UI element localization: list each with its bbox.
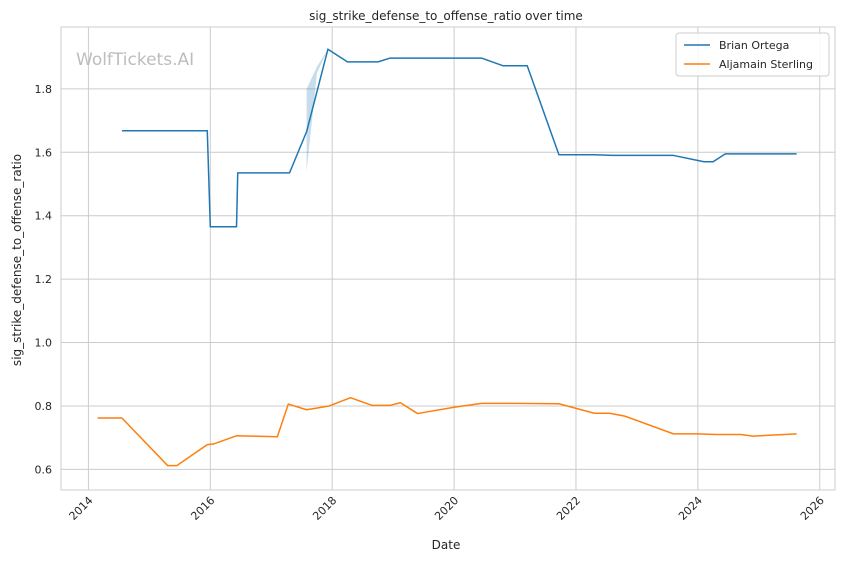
legend-box xyxy=(675,32,830,77)
legend-label-aljamain-sterling: Aljamain Sterling xyxy=(719,58,813,71)
watermark: WolfTickets.AI xyxy=(76,50,194,70)
y-tick-label: 1.4 xyxy=(35,210,53,223)
y-tick-label: 1.2 xyxy=(35,273,53,286)
y-axis-ticks: 0.6 0.8 1.0 1.2 1.4 1.6 1.8 xyxy=(35,83,53,477)
chart-title: sig_strike_defense_to_offense_ratio over… xyxy=(309,9,583,23)
plot-frame xyxy=(60,26,836,491)
x-axis-label: Date xyxy=(432,538,461,552)
legend: Brian Ortega Aljamain Sterling xyxy=(675,32,830,77)
y-tick-label: 0.6 xyxy=(35,463,53,476)
grid xyxy=(61,27,835,490)
confidence-band-area xyxy=(306,49,328,172)
series-lines xyxy=(97,48,797,467)
y-tick-label: 1.6 xyxy=(35,146,53,159)
legend-label-brian-ortega: Brian Ortega xyxy=(719,39,789,52)
series-line-aljamain-sterling xyxy=(97,396,797,467)
series-line-brian-ortega xyxy=(121,48,797,228)
confidence-band xyxy=(306,49,328,172)
y-tick-label: 0.8 xyxy=(35,400,53,413)
y-tick-label: 1.8 xyxy=(35,83,53,96)
y-axis-label: sig_strike_defense_to_offense_ratio xyxy=(10,154,24,366)
y-tick-label: 1.0 xyxy=(35,337,53,350)
